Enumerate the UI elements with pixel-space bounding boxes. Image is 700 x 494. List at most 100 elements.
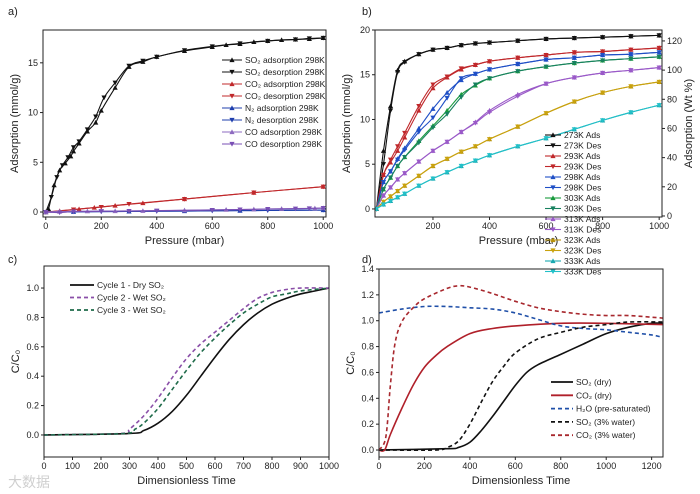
legend-item: CO₂ desorption 298K [222,91,326,101]
triangle-down-marker [430,176,436,182]
triangle-down-marker [550,206,556,212]
triangle-up-marker [444,90,450,95]
panel-label: a) [8,6,18,18]
series-line [379,321,663,452]
triangle-down-marker [416,103,422,109]
legend-label: CO adsorption 298K [245,127,322,137]
y-tick-label: 0.0 [361,445,374,455]
legend-label: 273K Ads [564,130,600,140]
triangle-down-marker [550,227,556,233]
triangle-down-marker [306,36,312,42]
triangle-down-marker [380,202,387,208]
legend-item: 313K Ads [545,214,600,224]
triangle-down-marker [444,112,450,117]
legend-item: Cycle 1 - Dry SO₂ [70,280,164,290]
x-tick-label: 1000 [313,221,333,231]
y-tick-label: 0.4 [361,393,374,403]
legend-label: SO₂ desorption 298K [245,67,325,77]
x-tick-label: 600 [207,461,222,471]
triangle-down-marker [402,191,408,197]
legend-label: 323K Des [564,246,601,256]
x-tick-label: 500 [179,461,194,471]
triangle-down-marker [628,84,634,89]
series-line [44,287,329,436]
legend-label: SO₂ (dry) [576,377,612,387]
triangle-down-marker [402,171,408,176]
legend-label: 298K Des [564,183,601,193]
series-line [44,287,329,436]
x-tick-label: 0 [376,461,381,471]
triangle-down-marker [458,149,464,155]
y-tick-label: 10 [28,108,38,118]
triangle-down-marker [395,195,401,200]
y-tick-label: 1.0 [26,283,39,293]
legend-label: 303K Ads [564,193,600,203]
y2-tick-label: 60 [667,123,677,133]
triangle-down-marker [543,111,549,116]
x-tick-label: 400 [149,221,164,231]
y-tick-label: 0 [33,207,38,217]
triangle-up-marker [402,134,408,140]
y2-tick-label: 120 [667,36,682,46]
y-tick-label: 0.8 [361,342,374,352]
triangle-down-marker [628,52,634,57]
triangle-down-marker [380,187,387,192]
legend-label: CO₂ (dry) [576,390,612,400]
triangle-down-marker [395,69,401,75]
triangle-down-marker [237,41,243,47]
triangle-down-marker [515,55,521,61]
x-tick-label: 800 [260,221,275,231]
series-group [379,284,663,452]
y-tick-label: 20 [360,25,370,35]
panel-label: b) [362,6,372,18]
triangle-down-marker [486,137,493,142]
triangle-down-marker [112,80,118,86]
legend-label: 333K Ads [564,256,600,266]
triangle-up-marker [229,81,235,87]
triangle-down-marker [98,209,104,214]
y-axis-title: Adsorption (mmol/g) [341,74,353,173]
triangle-up-marker [444,107,450,113]
y-tick-label: 0.2 [26,401,39,411]
legend-item: 303K Ads [545,193,600,203]
x-tick-label: 700 [236,461,251,471]
triangle-down-marker [543,52,549,58]
chart-panel-d: d) 0 200 400 600 800 1000 1200 0.0 0.2 0.4 0.6 0.8 1.… [345,254,664,487]
triangle-down-marker [229,117,235,123]
triangle-down-marker [154,54,160,60]
y2-tick-label: 100 [667,65,682,75]
x-tick-label: 300 [122,461,137,471]
x-axis-title: Pressure (mbar) [145,235,224,247]
legend-label: SO₂ (3% water) [576,417,635,427]
triangle-up-marker [550,174,556,180]
legend-item: N₂ adsorption 298K [222,103,319,113]
triangle-down-marker [571,99,577,105]
legend-label: 323K Ads [564,235,600,245]
legend-label: CO₂ desorption 298K [245,91,326,101]
triangle-down-marker [543,81,549,87]
x-tick-label: 1000 [319,461,339,471]
y-tick-label: 5 [365,159,370,169]
triangle-up-marker [430,85,436,91]
x-tick-label: 400 [482,221,497,231]
triangle-down-marker [430,47,436,53]
triangle-down-marker [54,175,60,180]
legend-item: N₂ desorption 298K [222,115,319,125]
triangle-down-marker [571,50,577,55]
y2-axis-title: Adsorption (Wt %) [683,79,695,168]
x-tick-label: 600 [508,461,523,471]
legend-label: Cycle 1 - Dry SO₂ [97,280,164,290]
triangle-down-marker [416,129,422,135]
y-tick-label: 0.2 [361,419,374,429]
triangle-up-marker [416,107,422,113]
triangle-down-marker [402,60,408,65]
triangle-down-marker [251,190,257,196]
triangle-down-marker [430,148,436,154]
x-tick-label: 200 [94,221,109,231]
series-line [45,207,324,214]
triangle-down-marker [515,94,521,99]
triangle-down-marker [84,127,90,133]
legend-label: CO₂ adsorption 298K [245,79,326,89]
